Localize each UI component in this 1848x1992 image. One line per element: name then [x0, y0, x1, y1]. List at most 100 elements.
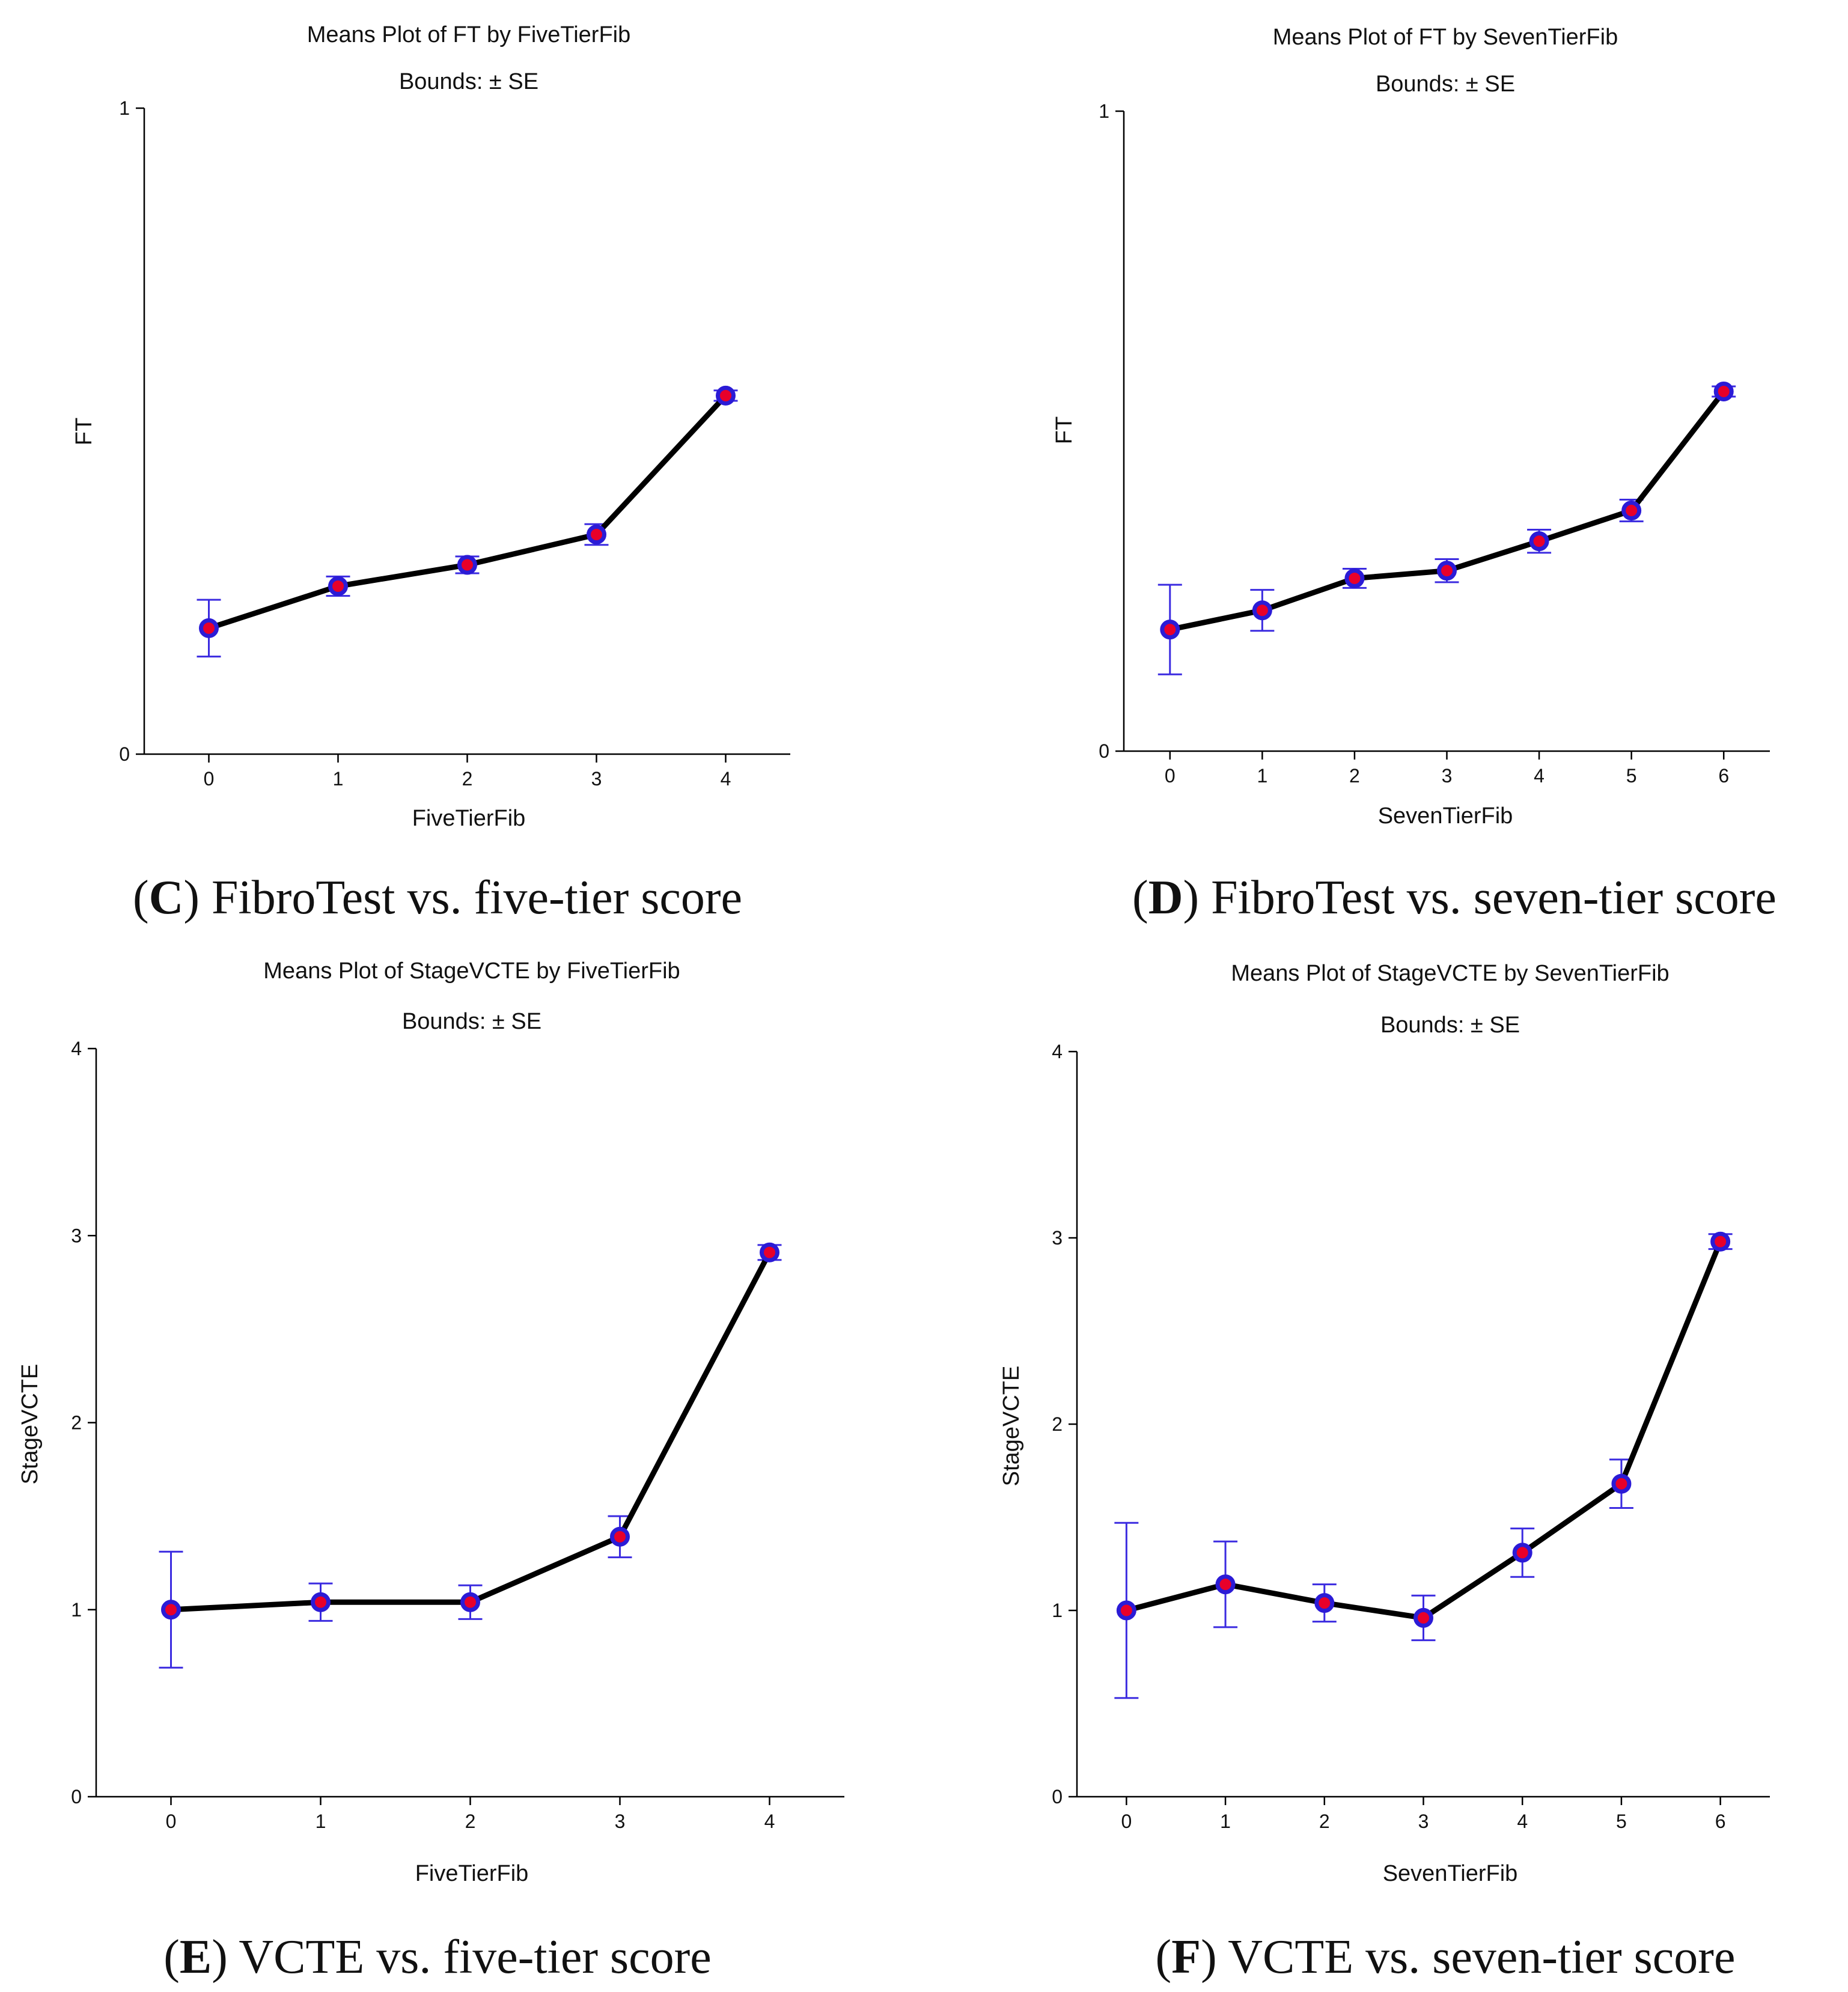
panel-e-mean-marker [610, 1526, 630, 1547]
panel-f-caption: (F) VCTE vs. seven-tier score [1156, 1931, 1736, 1984]
panel-f-y-tick-label: 1 [1052, 1600, 1063, 1621]
panel-d-mean-marker [1437, 561, 1457, 581]
panel-e-y-tick-label: 1 [71, 1599, 82, 1621]
panel-d-caption: (D) FibroTest vs. seven-tier score [1132, 871, 1776, 924]
panel-d-plot: 0 1 0 1 2 3 4 5 6 [1099, 100, 1770, 787]
panel-e-title: Means Plot of StageVCTE by FiveTierFib [263, 958, 680, 984]
panel-e-mean-marker [161, 1600, 181, 1620]
panel-c-mean-marker [328, 576, 348, 596]
panel-f-subtitle: Bounds: ± SE [1380, 1013, 1520, 1038]
panel-e-mean-marker [311, 1592, 331, 1612]
panel-e-y-tick-label: 4 [71, 1038, 82, 1059]
panel-d-mean-marker [1713, 381, 1734, 401]
panel-f-mean-marker [1314, 1593, 1335, 1613]
panel-c-mean-marker [199, 618, 219, 638]
panel-c-x-axis-label: FiveTierFib [412, 806, 526, 831]
panel-d-x-tick-label: 0 [1165, 765, 1176, 787]
panel-d-mean-marker [1160, 620, 1180, 640]
panel-e: Means Plot of StageVCTE by FiveTierFib B… [17, 958, 844, 1984]
panel-c: Means Plot of FT by FiveTierFib Bounds: … [72, 22, 790, 924]
panel-d-subtitle: Bounds: ± SE [1376, 72, 1515, 97]
panel-e-plot: 0 1 2 3 4 0 1 2 3 4 [71, 1038, 844, 1832]
panel-f-x-tick-label: 3 [1418, 1811, 1429, 1832]
panel-d-y-tick-label: 0 [1099, 740, 1109, 762]
panel-c-caption: (C) FibroTest vs. five-tier score [133, 871, 742, 924]
panel-d-x-tick-label: 2 [1349, 765, 1360, 787]
panel-d-x-tick-label: 5 [1626, 765, 1637, 787]
panel-f-x-tick-label: 5 [1616, 1811, 1627, 1832]
panel-c-subtitle: Bounds: ± SE [399, 69, 538, 94]
panel-c-y-tick-label: 0 [119, 743, 130, 765]
panel-c-title: Means Plot of FT by FiveTierFib [307, 22, 631, 47]
panel-c-y-axis-label: FT [72, 418, 97, 445]
panel-f: Means Plot of StageVCTE by SevenTierFib … [999, 961, 1770, 1984]
panel-e-x-axis-label: FiveTierFib [415, 1861, 529, 1886]
panel-c-x-tick-label: 2 [462, 768, 473, 790]
panel-d-x-tick-label: 3 [1442, 765, 1453, 787]
panel-f-caption-text: VCTE vs. seven-tier score [1228, 1931, 1735, 1984]
panel-f-x-axis-label: SevenTierFib [1383, 1861, 1518, 1886]
panel-c-caption-text: FibroTest vs. five-tier score [212, 871, 742, 924]
panel-d-mean-marker [1252, 600, 1272, 621]
panel-e-caption-letter: E [180, 1931, 212, 1984]
panel-f-mean-marker [1512, 1543, 1532, 1563]
panel-c-mean-marker [457, 555, 477, 575]
panel-d: Means Plot of FT by SevenTierFib Bounds:… [1052, 25, 1776, 924]
panel-d-x-tick-label: 1 [1257, 765, 1267, 787]
panel-f-mean-marker [1611, 1473, 1632, 1494]
panel-e-x-tick-label: 0 [166, 1811, 177, 1832]
panel-d-caption-letter: D [1148, 871, 1183, 924]
panel-d-x-axis-label: SevenTierFib [1378, 803, 1513, 829]
panel-e-y-axis-label: StageVCTE [17, 1364, 43, 1485]
panel-d-caption-text: FibroTest vs. seven-tier score [1211, 871, 1776, 924]
panel-e-y-tick-label: 2 [71, 1412, 82, 1434]
panel-f-title: Means Plot of StageVCTE by SevenTierFib [1231, 961, 1669, 986]
panel-f-x-tick-label: 6 [1715, 1811, 1726, 1832]
panel-e-x-tick-label: 2 [465, 1811, 476, 1832]
panel-c-y-tick-label: 1 [119, 97, 130, 119]
panel-f-y-tick-label: 2 [1052, 1413, 1063, 1435]
panel-f-x-tick-label: 0 [1121, 1811, 1132, 1832]
panel-e-caption-text: VCTE vs. five-tier score [239, 1931, 711, 1984]
panel-e-x-tick-label: 1 [316, 1811, 326, 1832]
panel-e-x-tick-label: 4 [764, 1811, 775, 1832]
panel-f-mean-marker [1413, 1607, 1433, 1628]
panel-f-plot: 0 1 2 3 4 0 1 2 3 4 5 6 [1052, 1041, 1770, 1832]
panel-f-mean-marker [1116, 1600, 1136, 1621]
panel-d-mean-marker [1621, 501, 1642, 521]
panel-f-y-axis-label: StageVCTE [999, 1366, 1024, 1487]
panel-d-x-tick-label: 6 [1718, 765, 1729, 787]
panel-f-y-tick-label: 4 [1052, 1041, 1063, 1062]
panel-f-y-tick-label: 0 [1052, 1786, 1063, 1808]
panel-c-x-tick-label: 0 [204, 768, 215, 790]
panel-e-caption: (E) VCTE vs. five-tier score [163, 1931, 712, 1984]
panel-d-y-axis-label: FT [1052, 416, 1077, 444]
panel-f-x-tick-label: 2 [1319, 1811, 1330, 1832]
panel-d-x-tick-label: 4 [1534, 765, 1545, 787]
panel-c-x-tick-label: 3 [591, 768, 602, 790]
panel-c-mean-marker [716, 385, 736, 406]
panel-f-y-tick-label: 3 [1052, 1227, 1063, 1249]
panel-c-x-tick-label: 1 [333, 768, 344, 790]
panel-f-mean-marker [1215, 1574, 1236, 1595]
panel-e-mean-marker [460, 1592, 480, 1612]
panel-d-mean-marker [1344, 568, 1365, 588]
panel-e-x-tick-label: 3 [615, 1811, 626, 1832]
panel-f-mean-marker [1710, 1231, 1731, 1252]
panel-c-mean-marker [587, 525, 606, 544]
panel-c-caption-letter: C [149, 871, 184, 924]
panel-f-x-tick-label: 1 [1220, 1811, 1231, 1832]
panel-e-y-tick-label: 0 [71, 1786, 82, 1808]
panel-d-y-tick-label: 1 [1099, 100, 1109, 122]
panel-d-title: Means Plot of FT by SevenTierFib [1273, 25, 1618, 50]
panel-c-x-tick-label: 4 [721, 768, 731, 790]
panel-f-caption-letter: F [1171, 1931, 1201, 1984]
panel-d-mean-marker [1529, 531, 1549, 552]
panel-e-subtitle: Bounds: ± SE [402, 1009, 541, 1034]
panel-e-mean-marker [760, 1242, 779, 1263]
panel-f-x-tick-label: 4 [1517, 1811, 1528, 1832]
panel-c-plot: 0 1 0 1 2 3 4 [119, 97, 790, 790]
panel-e-y-tick-label: 3 [71, 1225, 82, 1246]
